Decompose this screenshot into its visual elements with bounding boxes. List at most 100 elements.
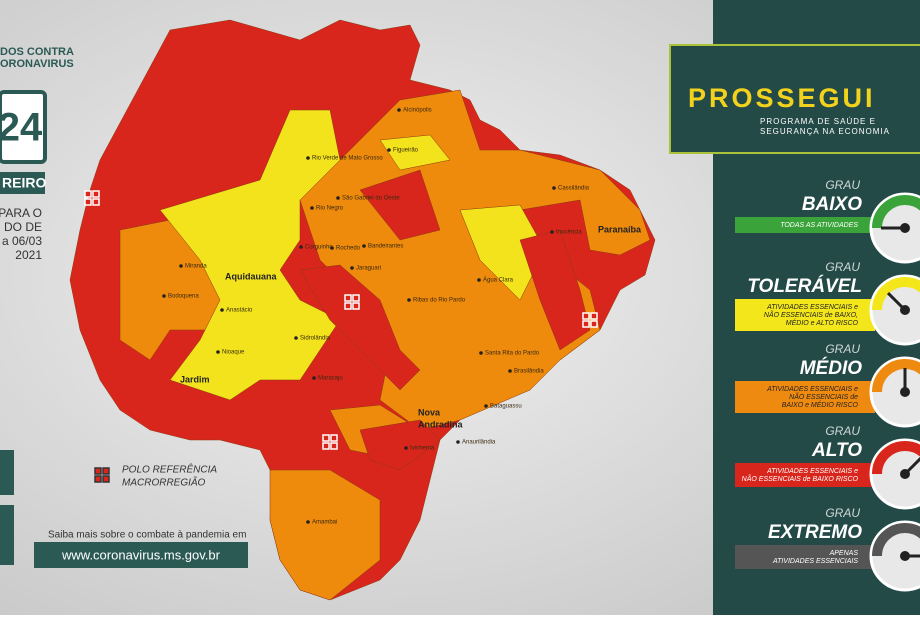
- level-description: NÃO ESSENCIAIS de BAIXO,: [764, 310, 858, 319]
- gauge-hub: [900, 387, 910, 397]
- gauge-hub: [900, 223, 910, 233]
- city-label: Anaurilândia: [462, 440, 496, 446]
- level-description: NÃO ESSENCIAIS de BAIXO RISCO: [742, 474, 859, 483]
- city-dot: [312, 376, 316, 380]
- level-name: TOLERÁVEL: [747, 275, 862, 297]
- side-block: [0, 505, 14, 565]
- level-name: EXTREMO: [768, 522, 862, 543]
- url-box: [34, 542, 248, 568]
- level-name: MÉDIO: [800, 357, 863, 379]
- city-label: Miranda: [185, 264, 207, 270]
- grau: GRAU: [825, 342, 860, 356]
- grau: GRAU: [825, 424, 860, 438]
- program-box: [669, 44, 920, 154]
- city-dot: [508, 369, 512, 373]
- logo-line: DOS CONTRA: [0, 46, 74, 58]
- level-description: TODAS AS ATIVIDADES: [780, 222, 858, 229]
- city-dot: [477, 278, 481, 282]
- city-dot: [456, 440, 460, 444]
- city-dot: [162, 294, 166, 298]
- city-label: Bataguassu: [490, 404, 522, 410]
- city-dot: [362, 244, 366, 248]
- gauge-arc: [872, 523, 920, 557]
- city-dot: [336, 196, 340, 200]
- city-label: Água Clara: [483, 277, 514, 284]
- city-dot: [479, 351, 483, 355]
- city-dot: [310, 206, 314, 210]
- city-label: Maracaju: [318, 376, 343, 382]
- level-description: MÉDIO e ALTO RISCO: [786, 318, 859, 327]
- city-dot: [179, 264, 183, 268]
- program-subtitle: SEGURANÇA NA ECONOMIA: [760, 127, 890, 136]
- level-name: BAIXO: [802, 194, 862, 215]
- calendar-day: 24: [0, 106, 43, 150]
- city-label: Inocência: [556, 230, 582, 236]
- program-title: PROSSEGUI: [688, 83, 876, 113]
- city-label: Figueirão: [393, 148, 419, 154]
- grau: GRAU: [825, 506, 860, 520]
- city-dot: [299, 245, 303, 249]
- polo-markers: [84, 190, 598, 483]
- city-label: Bandeirantes: [368, 244, 403, 250]
- city-dot: [552, 186, 556, 190]
- level-description: ATIVIDADES ESSENCIAIS: [772, 558, 858, 565]
- city-dot: [404, 446, 408, 450]
- city-label: Jaraguari: [356, 266, 381, 272]
- grau: GRAU: [825, 178, 860, 192]
- calendar-month: REIRO: [2, 175, 46, 191]
- city-label: Santa Rita do Pardo: [485, 351, 540, 357]
- city-label: São Gabriel do Oeste: [342, 196, 400, 202]
- footer-text: Saiba mais sobre o combate à pandemia em: [48, 530, 246, 541]
- city-dot: [407, 298, 411, 302]
- city-label: Ribas do Rio Pardo: [413, 298, 466, 304]
- level-bar: [735, 381, 875, 413]
- level-description: ATIVIDADES ESSENCIAIS e: [766, 304, 858, 311]
- city-label: Aquidauana: [225, 271, 277, 281]
- level-description: ATIVIDADES ESSENCIAIS e: [766, 386, 858, 393]
- program-subtitle: PROGRAMA DE SAÚDE E: [760, 117, 876, 126]
- calendar: [0, 90, 47, 164]
- city-label: Sidrolândia: [300, 336, 331, 342]
- grau: GRAU: [825, 260, 860, 274]
- city-dot: [294, 336, 298, 340]
- city-label: Amambai: [312, 520, 337, 526]
- level-description: APENAS: [829, 550, 859, 557]
- city-label: Nioaque: [222, 350, 245, 356]
- city-label: Rochedo: [336, 246, 361, 252]
- city-label: Paranaíba: [598, 224, 642, 234]
- city-label: Brasilândia: [514, 369, 544, 375]
- level-bar: [735, 217, 875, 233]
- city-label: Rio Verde de Mato Grosso: [312, 156, 383, 162]
- city-dot: [306, 520, 310, 524]
- city-labels: Aquidauana Jardim Nova Andradina Paranaíba Mi…: [162, 108, 642, 526]
- period: a 06/03: [2, 234, 42, 248]
- period: DO DE: [4, 220, 42, 234]
- city-dot: [220, 308, 224, 312]
- city-dot: [306, 156, 310, 160]
- city-dot: [330, 246, 334, 250]
- city-label: Andradina: [418, 419, 463, 429]
- city-dot: [387, 148, 391, 152]
- city-label: Bodoquena: [168, 294, 199, 300]
- period: 2021: [15, 248, 42, 262]
- url: www.coronavirus.ms.gov.br: [61, 547, 221, 562]
- city-label: Alcinópolis: [403, 108, 432, 114]
- level-description: ATIVIDADES ESSENCIAIS e: [766, 468, 858, 475]
- gauge-hub: [900, 469, 910, 479]
- city-dot: [484, 404, 488, 408]
- city-dot: [216, 350, 220, 354]
- side-block: [0, 450, 14, 495]
- city-dot: [397, 108, 401, 112]
- legend-text: MACRORREGIÃO: [122, 476, 206, 489]
- logo-line: ORONAVIRUS: [0, 58, 74, 70]
- gauge-arc: [872, 441, 920, 475]
- gauge-hub: [900, 305, 910, 315]
- gauge-hub: [900, 551, 910, 561]
- level-description: BAIXO e MÉDIO RISCO: [782, 400, 859, 409]
- map: [69, 19, 656, 601]
- city-label: Corguinho: [305, 245, 333, 251]
- city-dot: [350, 266, 354, 270]
- city-dot: [550, 230, 554, 234]
- city-label: Ivinhema: [410, 446, 435, 452]
